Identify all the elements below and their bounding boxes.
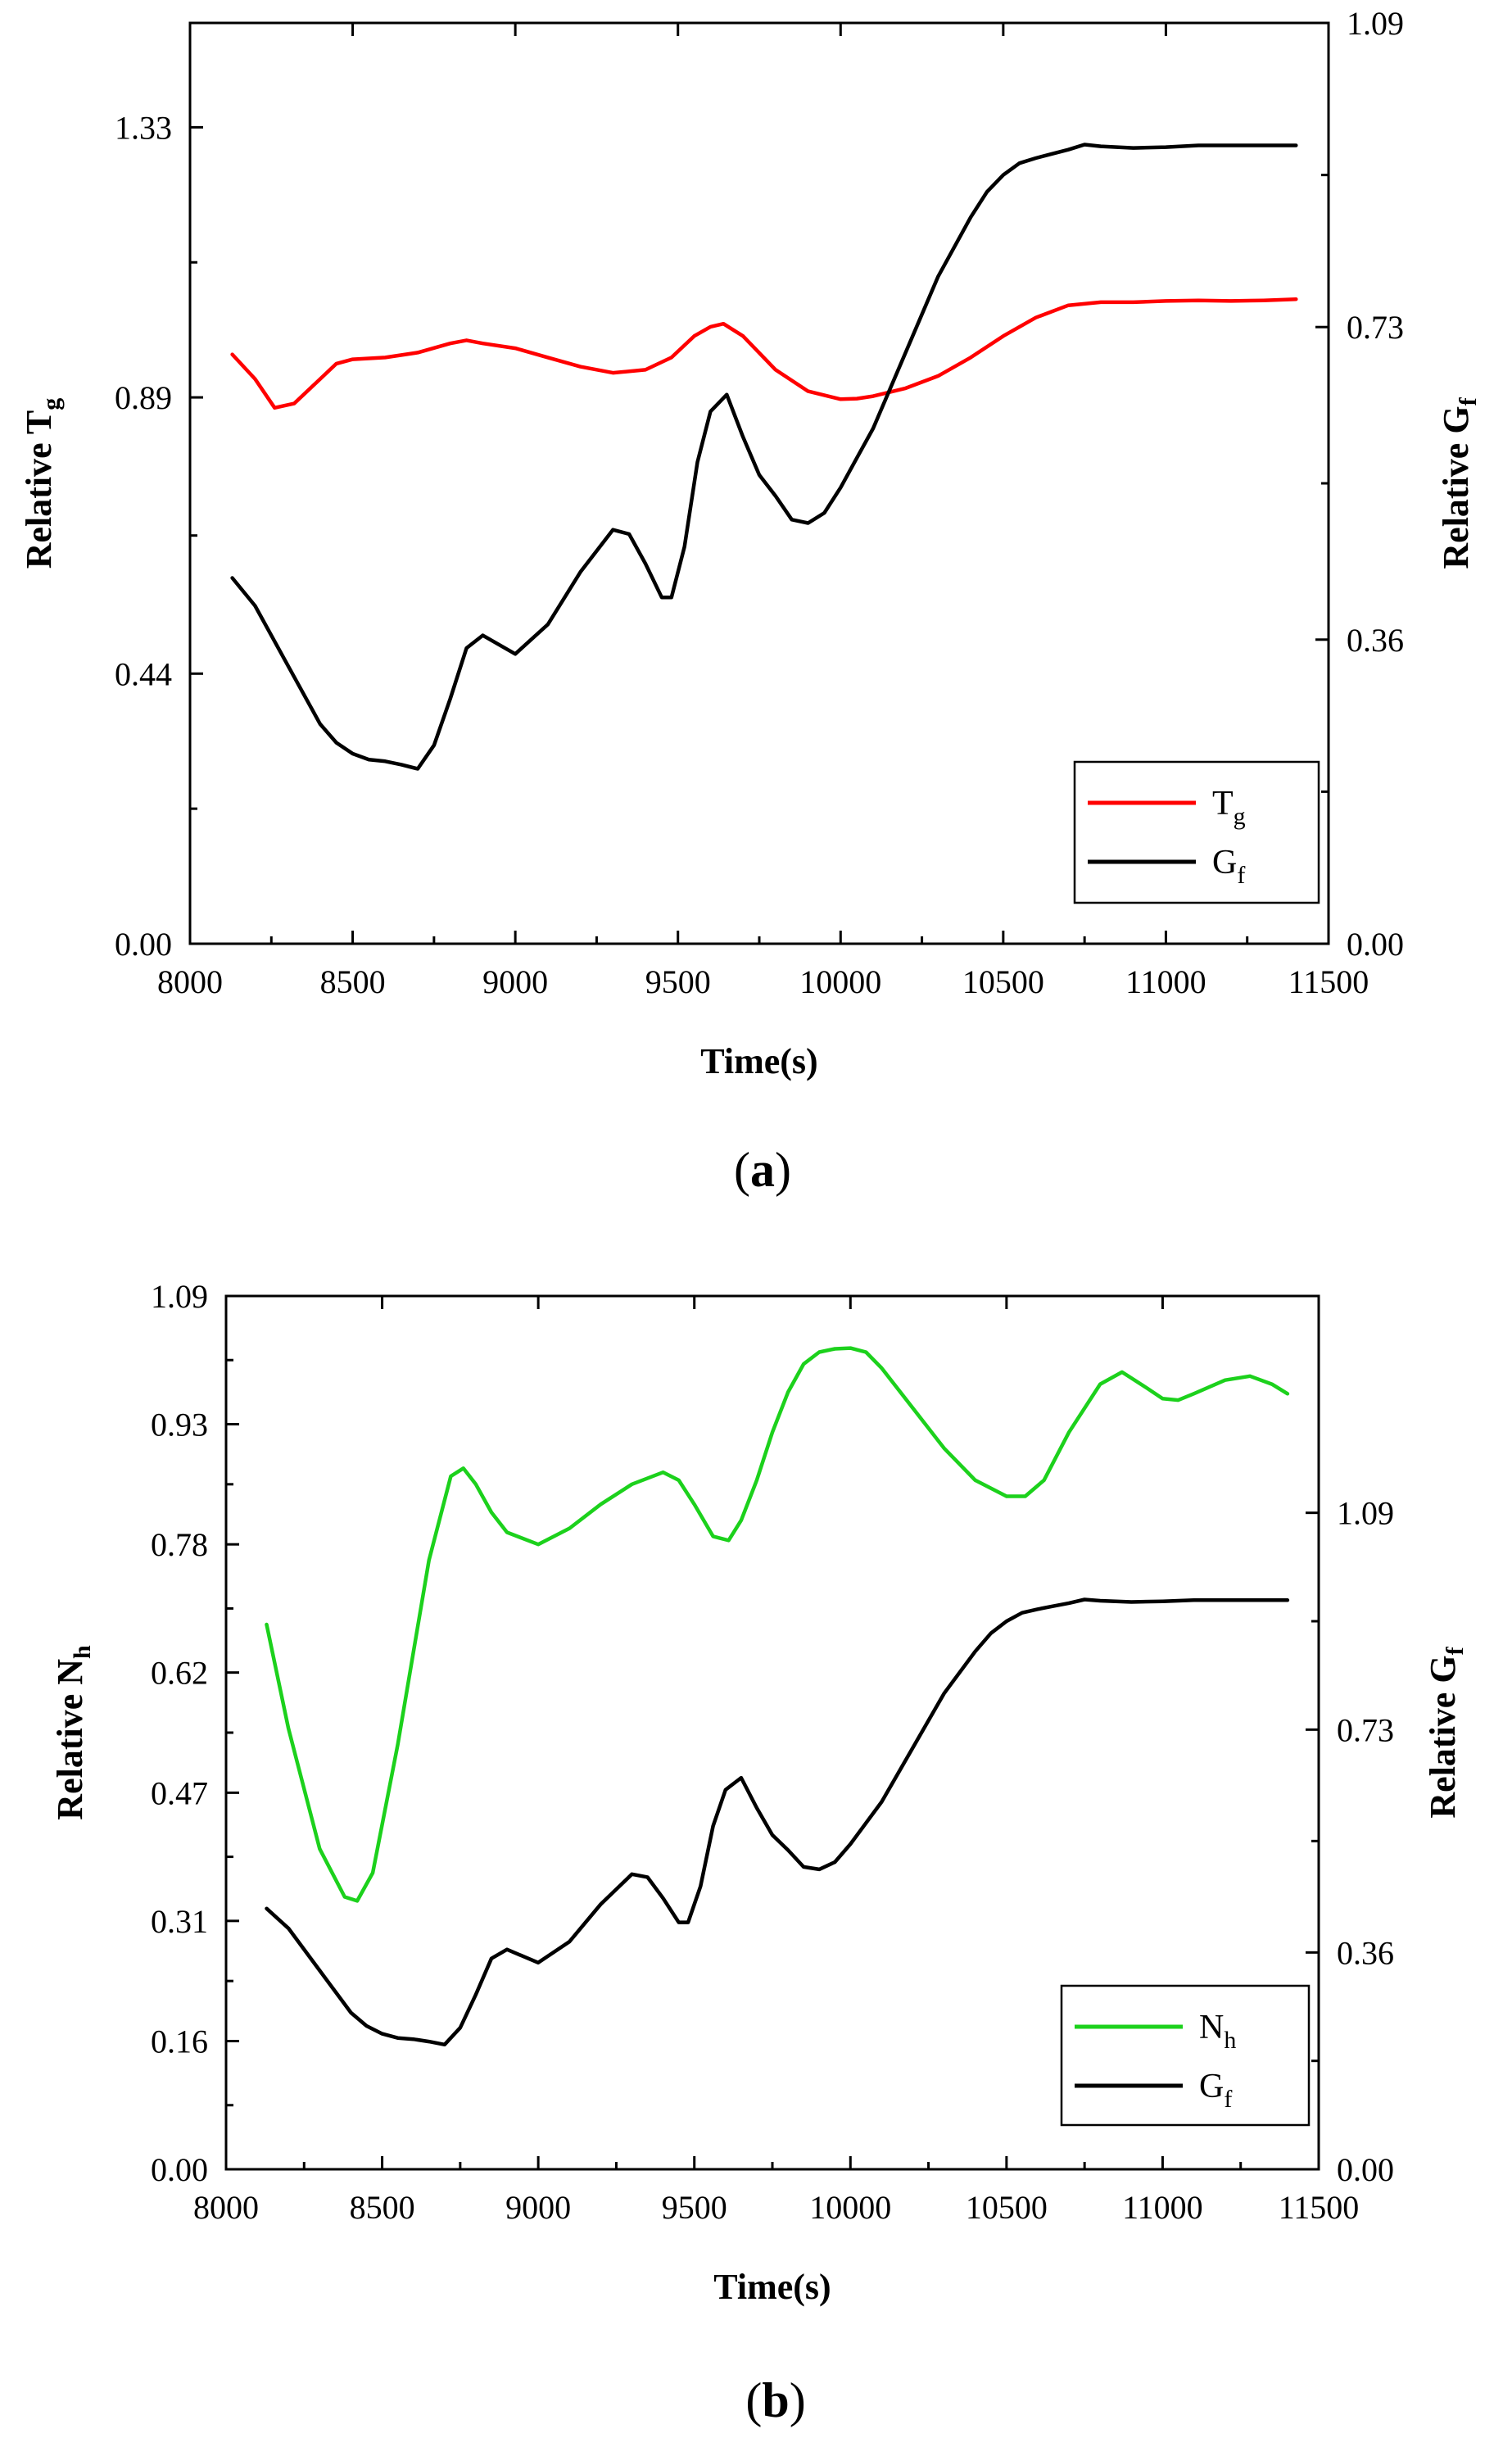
y-right-axis-title: Relative Gf <box>1436 396 1482 569</box>
legend-label-main: N <box>1199 2009 1224 2046</box>
y-left-tick-label: 0.93 <box>151 1406 208 1443</box>
y-left-axis-title-sub: g <box>38 398 65 410</box>
y-left-tick-label: 0.89 <box>115 379 172 416</box>
legend-label-sub: f <box>1224 2086 1232 2113</box>
y-right-tick-label: 1.09 <box>1337 1495 1394 1532</box>
x-tick-label: 11500 <box>1288 963 1369 1000</box>
legend-label: Gf <box>1199 2068 1232 2113</box>
y-left-tick-label: 0.00 <box>151 2151 208 2188</box>
legend-label-sub: g <box>1234 803 1246 830</box>
y-left-axis-title: Relative Tg <box>19 398 65 569</box>
series-line-gf <box>230 143 1298 771</box>
x-tick-label: 9000 <box>505 2189 571 2226</box>
y-right-tick-label: 0.36 <box>1347 622 1404 659</box>
y-left-axis-title-main: Relative T <box>19 410 59 569</box>
series-line-tg <box>230 297 1298 410</box>
x-tick-label: 10000 <box>809 2189 891 2226</box>
y-left-tick-label: 1.33 <box>115 109 172 146</box>
y-right-axis-title-main: Relative G <box>1423 1655 1463 1818</box>
y-right-axis-title-main: Relative G <box>1436 406 1476 569</box>
y-right-tick-label: 1.09 <box>1347 5 1404 42</box>
panel-caption-letter: a <box>750 1143 775 1197</box>
series-line-nh <box>265 1346 1290 1903</box>
y-left-axis-title-main: Relative N <box>50 1659 90 1820</box>
y-left-tick-label: 0.00 <box>115 926 172 963</box>
x-axis-title: Time(s) <box>700 1041 817 1081</box>
y-left-tick-label: 0.44 <box>115 655 172 692</box>
x-tick-label: 8000 <box>193 2189 259 2226</box>
legend-label-main: G <box>1212 844 1237 881</box>
y-left-tick-label: 0.47 <box>151 1774 208 1811</box>
panel-caption-letter: b <box>762 2373 789 2427</box>
legend-label: Nh <box>1199 2009 1236 2054</box>
legend-box <box>1060 1984 1311 2127</box>
x-tick-label: 9500 <box>645 963 711 1000</box>
x-tick-label: 9500 <box>662 2189 727 2226</box>
chart-panel-b: 8000 8500 9000 9500 10000 10500 11000 115000.00… <box>50 1278 1469 2427</box>
x-tick-label: 9000 <box>482 963 548 1000</box>
y-left-tick-label: 1.09 <box>151 1278 208 1315</box>
x-tick-label: 11000 <box>1122 2189 1203 2226</box>
x-tick-label: 8500 <box>320 963 386 1000</box>
panel-caption: (a) <box>734 1143 791 1197</box>
x-tick-label: 11500 <box>1279 2189 1360 2226</box>
legend-label: Tg <box>1212 785 1246 830</box>
y-left-tick-label: 0.78 <box>151 1526 208 1563</box>
x-tick-label: 8000 <box>157 963 223 1000</box>
y-left-axis-title-sub: h <box>69 1645 96 1659</box>
y-right-tick-label: 0.73 <box>1337 1711 1394 1748</box>
x-tick-label: 11000 <box>1125 963 1206 1000</box>
legend-label-sub: h <box>1224 2027 1236 2054</box>
legend-label-main: T <box>1212 785 1234 822</box>
chart-panel-a: 8000 8500 9000 9500 10000 10500 11000 115000.00… <box>19 5 1482 1197</box>
y-right-tick-label: 0.36 <box>1337 1934 1394 1971</box>
y-right-tick-label: 0.00 <box>1337 2151 1394 2188</box>
y-left-tick-label: 0.31 <box>151 1903 208 1940</box>
y-right-axis-title-sub: f <box>1442 1646 1469 1655</box>
x-tick-label: 10000 <box>799 963 881 1000</box>
legend-label-main: G <box>1199 2068 1224 2105</box>
legend-box <box>1073 760 1320 904</box>
y-right-axis-title: Relative Gf <box>1423 1646 1469 1818</box>
y-right-tick-label: 0.73 <box>1347 309 1404 346</box>
x-tick-label: 8500 <box>350 2189 415 2226</box>
x-tick-label: 10500 <box>962 963 1044 1000</box>
panel-caption: (b) <box>745 2373 805 2427</box>
y-right-axis-title-sub: f <box>1455 396 1482 406</box>
x-axis-title: Time(s) <box>713 2267 831 2307</box>
y-left-axis-title: Relative Nh <box>50 1645 96 1820</box>
series-line-gf <box>265 1597 1290 2047</box>
y-left-tick-label: 0.62 <box>151 1655 208 1692</box>
y-left-tick-label: 0.16 <box>151 2023 208 2060</box>
legend-label-sub: f <box>1237 862 1245 889</box>
x-tick-label: 10500 <box>966 2189 1048 2226</box>
legend-label: Gf <box>1212 844 1245 889</box>
y-right-tick-label: 0.00 <box>1347 926 1404 963</box>
